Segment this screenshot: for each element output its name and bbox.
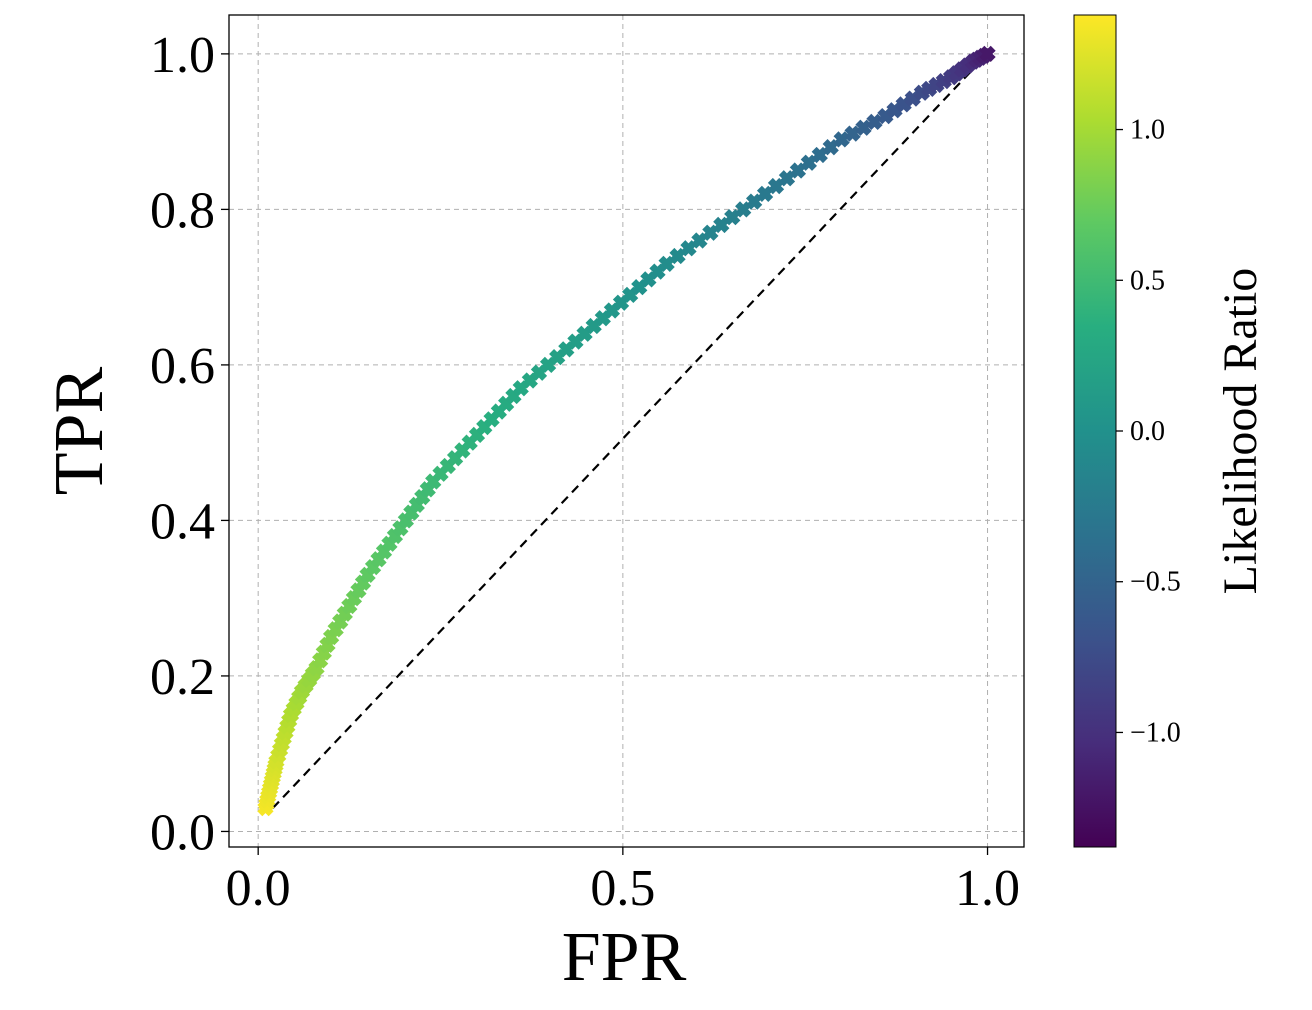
y-tick-label: 1.0 <box>150 27 215 84</box>
data-point <box>979 45 996 63</box>
y-axis-ticks: 0.0 0.2 0.4 0.6 0.8 1.0 <box>150 27 229 861</box>
colorbar-tick-label: −1.0 <box>1130 717 1181 748</box>
colorbar <box>1073 14 1117 848</box>
y-tick-label: 0.6 <box>150 338 215 395</box>
diagonal-reference <box>271 53 989 809</box>
colorbar-tick-label: 0.0 <box>1130 416 1165 447</box>
data-point <box>833 131 850 148</box>
y-tick-label: 0.8 <box>150 182 215 239</box>
colorbar-tick-label: 0.5 <box>1130 265 1165 296</box>
colorbar-tick-label: −0.5 <box>1130 567 1181 598</box>
y-axis-label: TPR <box>41 367 118 496</box>
scatter-points <box>257 45 996 817</box>
y-tick-label: 0.2 <box>150 649 215 706</box>
reference-line <box>271 53 989 809</box>
data-point <box>866 113 883 131</box>
grid-lines <box>229 15 1024 847</box>
x-axis-label: FPR <box>562 919 687 996</box>
y-tick-label: 0.4 <box>150 493 215 550</box>
x-tick-label: 0.5 <box>590 860 655 917</box>
plot-frame <box>228 14 1025 848</box>
x-axis-ticks: 0.0 0.5 1.0 <box>226 847 1020 917</box>
y-tick-label: 0.0 <box>150 804 215 861</box>
x-tick-label: 1.0 <box>955 860 1020 917</box>
colorbar-ticks: 1.0 0.5 0.0 −0.5 −1.0 <box>1116 115 1181 748</box>
colorbar-label: Likelihood Ratio <box>1214 268 1267 595</box>
x-tick-label: 0.0 <box>226 860 291 917</box>
colorbar-tick-label: 1.0 <box>1130 115 1165 146</box>
data-point <box>844 125 861 142</box>
data-point <box>855 119 872 136</box>
